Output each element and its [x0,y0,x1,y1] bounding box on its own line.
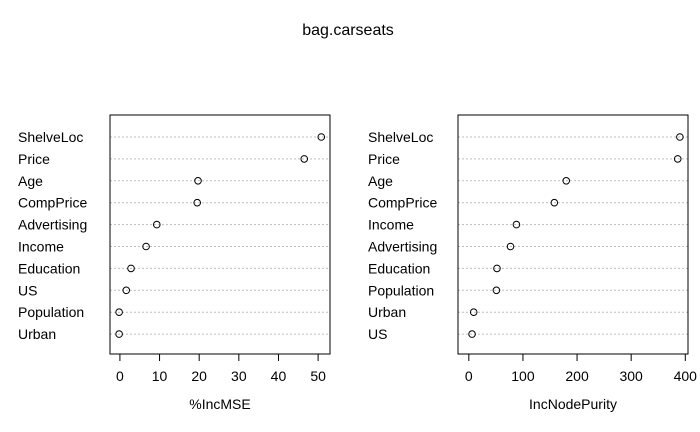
data-point [152,220,161,229]
data-point [550,198,559,207]
x-tick-label: 50 [310,368,326,384]
y-tick-label: US [368,326,387,342]
y-tick-label: Population [368,282,434,298]
data-point [193,198,202,207]
plot-frame [109,114,331,355]
y-tick-label: CompPrice [18,195,87,211]
data-point [317,133,326,141]
x-axis-label: IncNodePurity [529,396,617,412]
y-tick-label: ShelveLoc [368,129,433,145]
chart-title: bag.carseats [302,22,394,39]
data-point [562,177,571,185]
y-tick-label: Price [18,151,50,167]
data-point [673,155,682,163]
data-point [512,220,521,229]
y-tick-label: Urban [368,304,406,320]
data-point [493,264,501,273]
x-tick-label: 100 [511,368,535,384]
x-tick-label: 0 [465,368,473,384]
data-point [115,308,123,317]
y-tick-label: Age [368,173,393,189]
data-point [676,133,684,141]
y-tick-label: US [18,282,37,298]
y-tick-label: ShelveLoc [18,129,83,145]
x-tick-label: 40 [271,368,287,384]
data-point [127,264,135,273]
data-point [492,286,501,295]
y-tick-label: Education [368,260,430,276]
data-point [506,242,515,251]
panel-incnodepurity: ShelveLoc Price Age CompPrice Income Advertis… [368,114,698,412]
data-point [142,242,150,251]
y-tick-label: Income [18,239,64,255]
data-point [194,177,202,185]
y-tick-label: Advertising [368,239,437,255]
x-axis-label: %IncMSE [189,396,250,412]
y-tick-label: Education [18,260,80,276]
x-tick-label: 30 [231,368,247,384]
x-tick-label: 200 [565,368,589,384]
y-tick-label: Income [368,217,414,233]
data-point [469,308,478,317]
y-tick-label: Advertising [18,217,87,233]
plot-frame [457,114,689,355]
data-point [115,330,123,338]
x-tick-label: 300 [619,368,643,384]
y-tick-label: Population [18,304,84,320]
y-tick-label: Age [18,173,43,189]
x-tick-label: 20 [191,368,207,384]
data-point [468,330,476,338]
panel-incmse: ShelveLoc Price Age CompPrice Advertising Inc… [18,114,331,412]
x-tick-label: 10 [152,368,168,384]
y-tick-label: Price [368,151,400,167]
x-tick-label: 0 [116,368,124,384]
data-point [122,286,131,295]
x-tick-label: 400 [674,368,698,384]
y-tick-label: CompPrice [368,195,437,211]
data-point [300,155,309,163]
y-tick-label: Urban [18,326,56,342]
